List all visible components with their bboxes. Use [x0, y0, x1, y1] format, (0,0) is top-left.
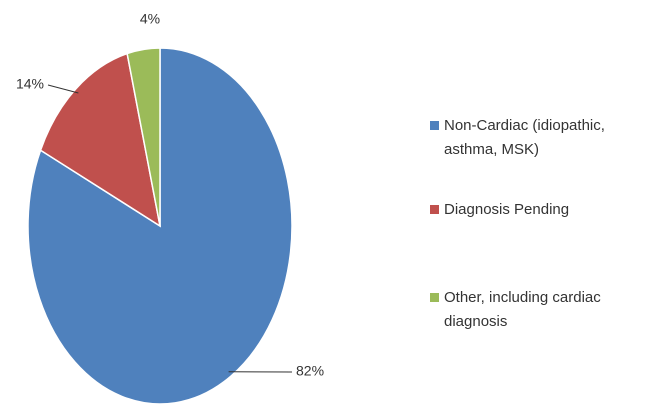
pie-slice [27, 47, 293, 405]
legend-swatch [430, 121, 439, 130]
legend-swatch [430, 293, 439, 302]
legend-label: Diagnosis Pending [444, 201, 570, 218]
pie-slice [39, 52, 162, 228]
legend-label: Non-Cardiac (idiopathic, asthma, MSK) [444, 117, 605, 158]
legend-item: Diagnosis Pending [430, 198, 650, 222]
legend-label: Other, including cardiac diagnosis [444, 289, 601, 330]
pie-slice [126, 47, 161, 227]
data-label: 14% [16, 76, 44, 92]
legend-item: Non-Cardiac (idiopathic, asthma, MSK) [430, 114, 650, 162]
legend-swatch [430, 205, 439, 214]
leader-line [47, 84, 79, 94]
legend-item: Other, including cardiac diagnosis [430, 286, 650, 334]
data-label: 82% [296, 363, 324, 379]
data-label: 4% [140, 11, 160, 27]
